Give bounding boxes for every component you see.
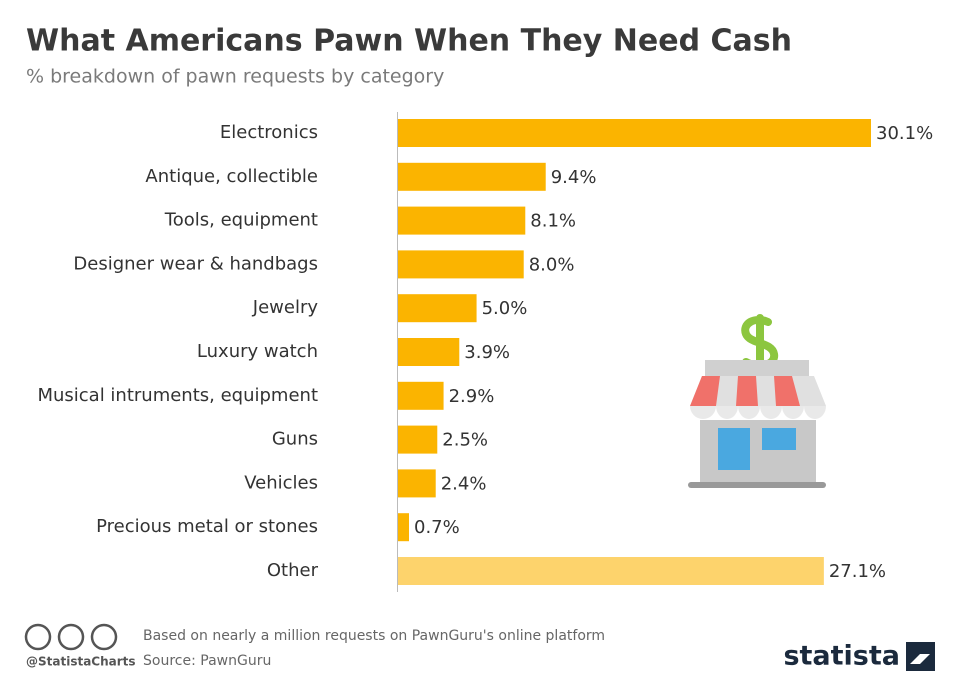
category-label: Precious metal or stones <box>96 516 318 537</box>
category-label: Designer wear & handbags <box>73 253 318 274</box>
bar <box>398 162 546 191</box>
value-label: 8.1% <box>530 211 576 232</box>
bar <box>398 513 409 542</box>
category-label: Jewelry <box>252 297 319 318</box>
value-label: 2.4% <box>441 473 487 494</box>
value-label: 30.1% <box>876 123 933 144</box>
category-label: Musical intruments, equipment <box>37 385 318 406</box>
chart-subtitle: % breakdown of pawn requests by category <box>26 66 444 88</box>
value-label: 5.0% <box>482 298 528 319</box>
footer-source: Source: PawnGuru <box>143 653 271 669</box>
bar <box>398 425 438 454</box>
value-label: 27.1% <box>829 561 886 582</box>
bar <box>398 381 444 410</box>
chart-title: What Americans Pawn When They Need Cash <box>26 24 792 59</box>
value-label: 9.4% <box>551 167 597 188</box>
category-label: Antique, collectible <box>145 166 318 187</box>
brand-logo: statista <box>783 641 900 672</box>
category-label: Luxury watch <box>197 341 318 362</box>
category-label: Guns <box>272 429 318 450</box>
value-label: 0.7% <box>414 517 460 538</box>
category-label: Electronics <box>220 122 318 143</box>
category-label: Other <box>267 560 319 581</box>
footer-note: Based on nearly a million requests on Pa… <box>143 628 605 644</box>
bar <box>398 119 871 147</box>
bar <box>398 469 436 498</box>
footer-handle: @StatistaCharts <box>26 655 136 669</box>
brand-mark-stripe <box>910 654 930 664</box>
bar <box>398 338 460 366</box>
category-label: Vehicles <box>244 472 318 493</box>
value-label: 2.9% <box>449 386 495 407</box>
bar <box>398 557 824 585</box>
value-label: 3.9% <box>464 342 510 363</box>
bar <box>398 294 477 323</box>
category-label: Tools, equipment <box>164 210 318 231</box>
bar <box>398 206 526 235</box>
bar <box>398 250 524 279</box>
shop-illustration <box>688 314 826 488</box>
value-label: 2.5% <box>442 430 488 451</box>
value-label: 8.0% <box>529 254 575 275</box>
footer-icons <box>24 623 118 651</box>
